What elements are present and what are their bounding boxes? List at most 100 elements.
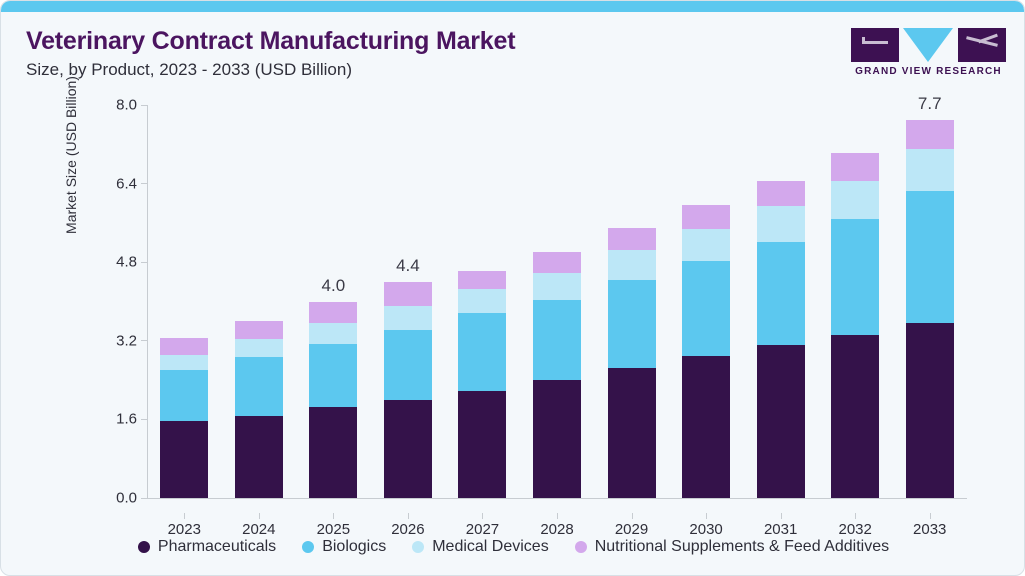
y-axis-tick-label: 8.0 xyxy=(116,96,137,114)
logo-g-block-icon xyxy=(851,28,899,62)
bar-segment[interactable] xyxy=(234,415,283,498)
bar-value-label: 7.7 xyxy=(917,93,942,113)
bar-stack[interactable] xyxy=(682,204,731,498)
legend-item[interactable]: Medical Devices xyxy=(412,538,549,556)
bar-segment[interactable] xyxy=(682,204,731,229)
bar-segment[interactable] xyxy=(160,369,209,421)
bar-segment[interactable] xyxy=(533,252,581,273)
x-axis-tick-mark xyxy=(855,513,857,519)
logo-marks xyxy=(851,28,1006,62)
bar-segment[interactable] xyxy=(682,355,731,498)
bar-segment[interactable] xyxy=(458,270,507,289)
bar-segment[interactable] xyxy=(234,339,283,357)
legend-color-dot xyxy=(412,541,425,553)
legend-item[interactable]: Nutritional Supplements & Feed Additives xyxy=(574,538,889,556)
bar-stack[interactable] xyxy=(458,270,507,498)
x-axis-tick-mark xyxy=(333,513,335,519)
legend-color-dot xyxy=(302,541,315,553)
bar-segment[interactable] xyxy=(607,227,656,250)
bar-segment[interactable] xyxy=(905,191,954,323)
bar-segment[interactable] xyxy=(831,153,880,181)
bar-segment[interactable] xyxy=(682,261,731,356)
x-axis-tick-mark xyxy=(482,513,484,519)
y-axis-tick-label: 1.6 xyxy=(116,410,137,428)
logo-r-block-icon xyxy=(958,28,1006,62)
bar-segment[interactable] xyxy=(905,322,954,498)
logo-triangle-icon xyxy=(903,28,953,62)
bar-stack[interactable]: 4.0 xyxy=(309,276,358,498)
bar-segment[interactable] xyxy=(682,228,731,262)
bar-segment[interactable] xyxy=(234,321,283,340)
x-axis-tick-label: 2027 xyxy=(465,521,500,538)
bar-segment[interactable] xyxy=(756,345,805,498)
bar-stack[interactable] xyxy=(831,153,880,498)
bar-segment[interactable] xyxy=(607,249,656,280)
grand-view-research-logo: GRAND VIEW RESEARCH xyxy=(851,28,1006,84)
bar-stack[interactable] xyxy=(607,227,656,498)
bar-segment[interactable] xyxy=(831,180,880,220)
bar-segment[interactable] xyxy=(309,301,358,324)
x-axis-tick-label: 2029 xyxy=(614,521,649,538)
bar-value-label: 4.0 xyxy=(321,275,346,295)
x-axis-tick-mark xyxy=(258,513,260,519)
bar-segment[interactable] xyxy=(309,323,358,345)
bar-stack[interactable] xyxy=(160,338,209,498)
bar-segment[interactable] xyxy=(831,219,880,335)
bar-segment[interactable] xyxy=(533,272,581,301)
bar-segment[interactable] xyxy=(831,334,880,498)
y-axis-tick-mark xyxy=(141,183,147,185)
bar-stack[interactable] xyxy=(533,252,581,498)
legend-label: Pharmaceuticals xyxy=(157,538,277,555)
y-axis-tick-label: 6.4 xyxy=(116,175,137,193)
bar-segment[interactable] xyxy=(383,400,432,498)
bar-segment[interactable] xyxy=(383,306,432,331)
bar-segment[interactable] xyxy=(607,367,656,498)
bar-segment[interactable] xyxy=(458,390,507,498)
bar-value-label: 4.4 xyxy=(396,255,420,275)
x-axis-line xyxy=(147,498,967,499)
bar-segment[interactable] xyxy=(160,420,209,498)
bar-segment[interactable] xyxy=(533,300,581,381)
bar-segment[interactable] xyxy=(607,279,656,368)
bar-segment[interactable] xyxy=(383,281,432,307)
x-axis-tick-label: 2031 xyxy=(763,521,798,538)
bar-segment[interactable] xyxy=(160,338,209,355)
bar-segment[interactable] xyxy=(383,330,432,401)
y-axis-tick-label: 4.8 xyxy=(116,253,137,271)
legend-item[interactable]: Biologics xyxy=(302,538,386,556)
bar-segment[interactable] xyxy=(756,206,805,242)
x-axis-tick-label: 2030 xyxy=(689,521,723,538)
bar-segment[interactable] xyxy=(160,354,209,370)
top-accent-bar xyxy=(1,1,1024,12)
y-axis-tick-label: 0.0 xyxy=(116,489,137,507)
x-axis-tick-mark xyxy=(631,513,633,519)
bar-segment[interactable] xyxy=(756,180,805,207)
bar-segment[interactable] xyxy=(756,241,805,346)
bar-stack[interactable] xyxy=(756,180,805,498)
bar-stack[interactable] xyxy=(234,321,283,498)
y-axis-tick-label: 3.2 xyxy=(116,332,137,350)
x-axis-tick-mark xyxy=(706,513,708,519)
bar-segment[interactable] xyxy=(905,119,954,150)
bar-segment[interactable] xyxy=(458,313,507,391)
y-axis-line xyxy=(147,105,148,498)
page-title: Veterinary Contract Manufacturing Market xyxy=(26,27,516,55)
bar-segment[interactable] xyxy=(905,149,954,192)
x-axis-tick-mark xyxy=(184,513,186,519)
bar-segment[interactable] xyxy=(533,380,581,498)
legend-item[interactable]: Pharmaceuticals xyxy=(137,538,277,556)
bar-stack[interactable]: 4.4 xyxy=(383,256,432,498)
x-axis-tick-label: 2033 xyxy=(913,521,947,538)
x-axis-tick-mark xyxy=(929,513,931,519)
x-axis-tick-label: 2024 xyxy=(242,521,276,538)
plot-area: 0.0 1.6 3.2 4.8 6.4 8.0 2023 2024 4.0 2025 4.4 2026… xyxy=(116,94,967,538)
bar-segment[interactable] xyxy=(458,288,507,314)
bar-segment[interactable] xyxy=(309,407,358,498)
x-axis-tick-label: 2032 xyxy=(838,521,872,538)
y-axis-tick-mark xyxy=(141,261,147,263)
legend-color-dot xyxy=(137,541,150,553)
bar-segment[interactable] xyxy=(309,344,358,408)
bar-segment[interactable] xyxy=(234,356,283,416)
bar-stack[interactable]: 7.7 xyxy=(905,94,954,498)
x-axis-tick-mark xyxy=(557,513,558,519)
